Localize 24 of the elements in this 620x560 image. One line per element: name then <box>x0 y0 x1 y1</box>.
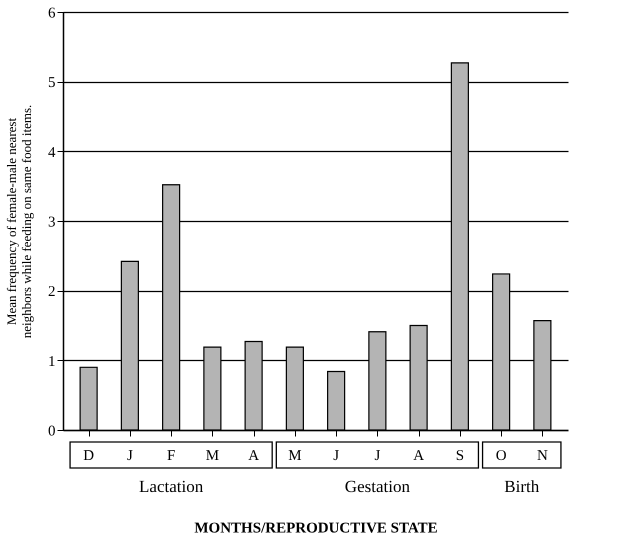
x-tick-label: A <box>413 448 424 464</box>
x-tick-label: O <box>496 448 507 464</box>
x-tick-label: M <box>206 448 220 464</box>
x-axis-title: MONTHS/REPRODUCTIVE STATE <box>194 520 438 536</box>
y-tick-label: 3 <box>48 214 56 230</box>
text: Lactation <box>139 477 204 496</box>
text: Gestation <box>344 477 410 496</box>
x-tick-label: J <box>374 448 380 464</box>
x-tick-label: A <box>248 448 260 464</box>
x-tick-label: N <box>536 448 548 464</box>
y-tick-label: 5 <box>48 75 56 92</box>
y-axis-title: Mean frequency of female-male nearest neighbors while feeding on same food items. <box>4 104 34 338</box>
x-tick-label: J <box>126 448 133 464</box>
y-tick-label: 6 <box>48 6 56 22</box>
x-tick-label: D <box>83 448 94 464</box>
y-tick-label: 0 <box>48 424 56 440</box>
y-tick-label: 2 <box>48 284 56 300</box>
y-tick-label: 1 <box>48 354 56 370</box>
x-tick-label: J <box>333 448 340 464</box>
y-tick-label: 4 <box>48 144 56 161</box>
text: Birth <box>504 477 540 496</box>
x-tick-label: S <box>456 448 464 464</box>
x-tick-label: M <box>288 448 302 464</box>
x-tick-label: F <box>166 448 176 464</box>
